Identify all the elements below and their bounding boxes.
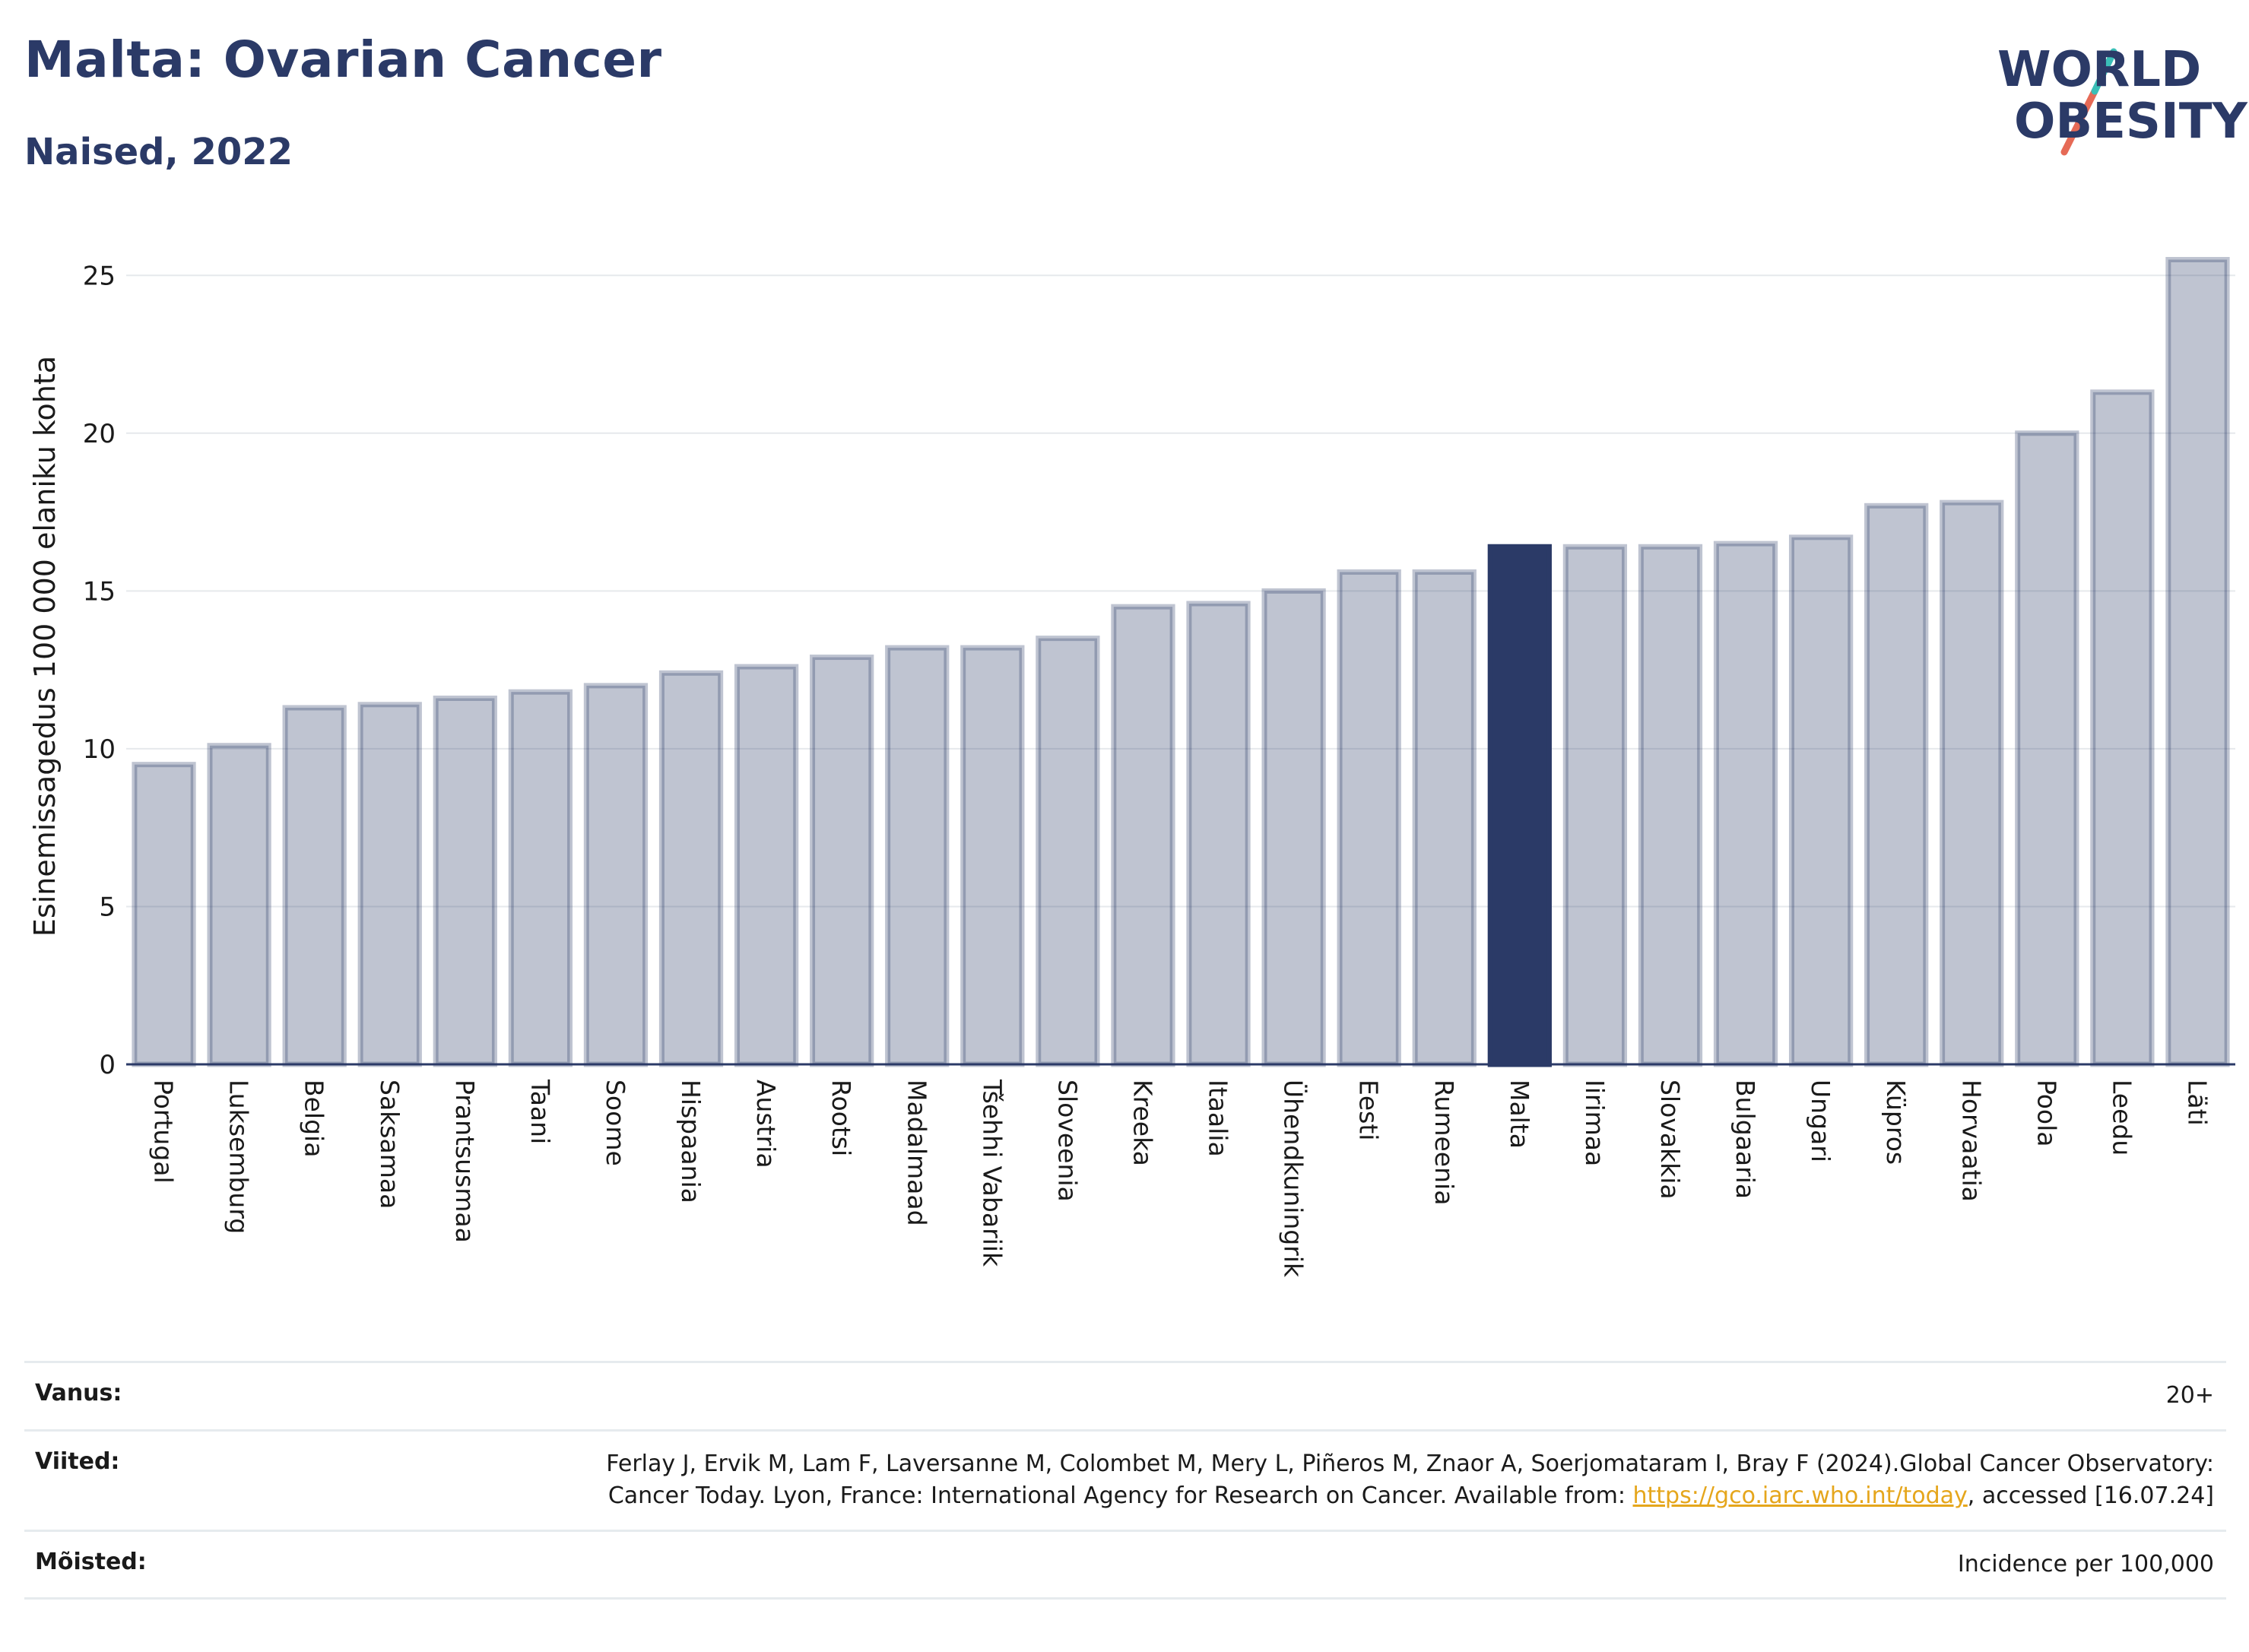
world-obesity-logo: WORLD OBESITY [1988,23,2247,160]
y-axis-title: Esinemissagedus 100 000 elaniku kohta [28,356,62,937]
bar-Leedu [2090,389,2155,1067]
bar-Rumeenia [1412,569,1477,1067]
x-tick-label: Slovakkia [1655,1080,1685,1200]
x-tick-label: Läti [2182,1080,2212,1126]
x-tick-label: Horvaatia [1956,1080,1986,1202]
x-tick-label: Saksamaa [375,1080,404,1209]
age-label: Vanus: [35,1380,122,1406]
info-row-definitions: Mõisted: Incidence per 100,000 [24,1529,2226,1600]
bar-highlight-Malta [1487,544,1552,1067]
bar-Läti [2165,257,2230,1067]
y-tick-label: 0 [99,1050,116,1080]
bar-Tšehhi Vabariik [960,645,1025,1067]
bar-Iirimaa [1562,544,1628,1067]
chart-title: Malta: Ovarian Cancer [24,30,662,89]
info-row-references: Viited: Ferlay J, Ervik M, Lam F, Lavers… [24,1428,2226,1530]
x-tick-label: Austria [751,1080,781,1168]
x-tick-label: Luksemburg [224,1080,254,1234]
bar-Hispaania [658,670,724,1067]
bar-Taani [508,689,573,1067]
references-label: Viited: [35,1447,120,1475]
x-tick-label: Prantsusmaa [450,1080,480,1243]
logo-word-obesity: OBESITY [2014,94,2247,150]
y-tick-label: 20 [83,419,116,449]
definitions-value: Incidence per 100,000 [1957,1550,2214,1577]
y-tick-label: 15 [83,576,116,607]
references-value: Ferlay J, Ervik M, Lam F, Laversanne M, … [541,1448,2214,1513]
y-tick-label: 5 [99,892,116,922]
bar-Kreeka [1111,604,1175,1067]
x-tick-label: Madalmaad [902,1080,931,1226]
bar-Ühendkuningrik [1261,588,1326,1067]
info-table: Vanus: 20+ Viited: Ferlay J, Ervik M, La… [24,1361,2226,1600]
bar-Austria [734,664,799,1067]
y-axis-ticks: 0 5 10 15 20 25 [83,261,116,1080]
bar-chart: 0 5 10 15 20 25 Portugal Luksemburg Belgia Saksa… [28,257,2235,1278]
x-tick-label: Iirimaa [1580,1080,1610,1166]
bar-Horvaatia [1940,499,2004,1067]
x-tick-label: Taani [525,1079,555,1144]
x-tick-label: Leedu [2107,1080,2136,1156]
bar-Bulgaaria [1713,541,1778,1067]
x-tick-label: Belgia [300,1080,329,1157]
x-tick-label: Bulgaaria [1730,1080,1760,1199]
references-text: Ferlay J, Ervik M, Lam F, Laversanne M, … [606,1450,2214,1510]
x-axis-labels: Portugal Luksemburg Belgia Saksamaa Prantsus… [149,1079,2213,1278]
x-tick-label: Eesti [1354,1080,1384,1140]
bar-Poola [2015,430,2079,1067]
bar-Portugal [132,762,196,1067]
x-tick-label: Malta [1505,1080,1534,1149]
x-tick-label: Ühendkuningrik [1279,1080,1309,1278]
bar-Belgia [282,705,347,1067]
x-tick-label: Soome [601,1080,630,1166]
y-tick-label: 10 [83,734,116,765]
x-tick-label: Sloveenia [1052,1080,1082,1202]
bar-Sloveenia [1036,636,1100,1067]
x-tick-label: Tšehhi Vabariik [977,1079,1007,1267]
bar-Küpros [1864,503,1929,1067]
bar-Saksamaa [357,702,422,1067]
grid-lines [126,274,2235,908]
bar-Luksemburg [207,743,271,1067]
x-tick-label: Küpros [1881,1080,1911,1165]
bar-Rootsi [810,655,874,1067]
x-tick-label: Itaalia [1204,1080,1233,1157]
references-accessed: , accessed [16.07.24] [1967,1482,2214,1510]
bars [132,257,2230,1067]
x-tick-label: Ungari [1806,1080,1835,1162]
x-tick-label: Rumeenia [1429,1080,1459,1205]
x-tick-label: Portugal [149,1080,179,1184]
bar-Itaalia [1186,601,1251,1067]
bar-Slovakkia [1638,544,1703,1067]
definitions-label: Mõisted: [35,1548,147,1575]
references-link[interactable]: https://gco.iarc.who.int/today [1632,1482,1968,1510]
y-tick-label: 25 [83,261,116,291]
logo-slash-icon [2060,48,2117,156]
logo-word-world: WORLD [1997,42,2202,98]
bar-Eesti [1337,569,1401,1067]
bar-Madalmaad [885,645,950,1067]
x-tick-label: Hispaania [676,1080,706,1203]
info-row-age: Vanus: 20+ [24,1361,2226,1429]
age-value: 20+ [2165,1382,2214,1409]
bar-Prantsusmaa [433,695,497,1067]
x-tick-label: Rootsi [826,1080,856,1156]
chart-subtitle: Naised, 2022 [24,131,293,173]
bar-Ungari [1788,534,1854,1067]
x-tick-label: Poola [2032,1080,2061,1147]
x-tick-label: Kreeka [1128,1080,1157,1166]
bar-Soome [583,683,649,1067]
